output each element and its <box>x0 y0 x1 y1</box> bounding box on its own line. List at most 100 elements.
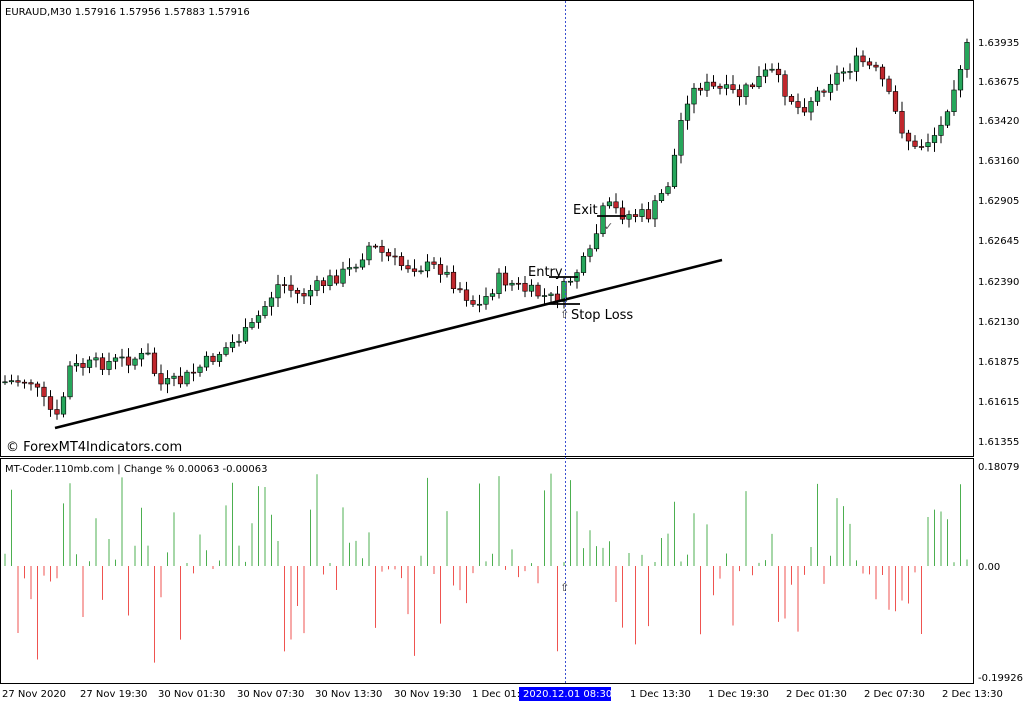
candle-body <box>723 84 730 89</box>
candle-body <box>262 306 268 316</box>
candle-body <box>223 347 229 355</box>
candle-body <box>782 74 788 97</box>
candle-body <box>372 245 379 248</box>
candle-body <box>860 55 866 63</box>
candle-body <box>197 366 203 373</box>
candle-body <box>801 107 808 113</box>
candle-body <box>138 352 145 360</box>
candle-body <box>756 75 762 88</box>
candle-body <box>710 81 717 87</box>
candle-body <box>613 201 619 209</box>
time-axis[interactable]: 27 Nov 2020 27 Nov 19:30 30 Nov 01:30 30… <box>2 687 1003 701</box>
candle-body <box>177 375 184 385</box>
time-label: 1 Dec 01:30 <box>472 689 533 700</box>
indicator-frame[interactable] <box>0 458 974 684</box>
candle-body <box>158 373 164 385</box>
stop-loss-arrow-icon: ⇧ <box>560 308 569 321</box>
candle-body <box>697 87 704 91</box>
indicator-scale-label: -0.19926 <box>978 673 1023 684</box>
candle-body <box>229 342 236 348</box>
candle-body <box>216 354 223 362</box>
candle-body <box>749 84 756 88</box>
candle-body <box>567 280 574 283</box>
candle-body <box>437 264 444 275</box>
indicator-scale[interactable]: 0.18079 0.00 -0.19926 <box>978 462 1023 684</box>
price-label: 1.62390 <box>978 277 1019 288</box>
candle-body <box>600 205 606 235</box>
time-label: 30 Nov 13:30 <box>315 689 382 700</box>
candle-body <box>275 284 281 299</box>
candle-body <box>398 256 405 266</box>
candle-body <box>684 103 691 121</box>
candle-body <box>145 352 151 355</box>
candle-body <box>704 81 710 91</box>
candle-body <box>327 275 333 286</box>
candle-body <box>80 363 86 368</box>
candle-body <box>411 268 418 272</box>
candle-body <box>769 68 775 71</box>
price-scale[interactable]: 1.63935 1.63675 1.63420 1.63160 1.62905 … <box>978 38 1019 448</box>
trend-line[interactable] <box>54 258 723 430</box>
candle-body <box>619 207 626 220</box>
candle-body <box>528 284 535 292</box>
candle-body <box>827 83 834 93</box>
candle-body <box>892 91 899 112</box>
candlestick-series <box>2 38 970 420</box>
cursor-time-badge <box>519 687 611 701</box>
candle-body <box>866 61 873 66</box>
price-label: 1.63675 <box>978 77 1019 88</box>
candle-body <box>691 87 697 105</box>
candle-body <box>470 300 476 305</box>
price-label: 1.61615 <box>978 397 1019 408</box>
candle-body <box>795 101 801 108</box>
candle-body <box>606 201 613 207</box>
candle-body <box>210 355 216 362</box>
candle-body <box>41 386 47 397</box>
candle-body <box>379 245 385 253</box>
symbol-header: EURAUD,M30 1.57916 1.57956 1.57883 1.579… <box>5 7 250 18</box>
main-chart-frame[interactable] <box>0 0 974 457</box>
candle-body <box>125 356 132 366</box>
candle-body <box>476 303 483 306</box>
candle-body <box>847 71 853 73</box>
candle-body <box>743 84 749 98</box>
price-label: 1.63935 <box>978 38 1019 49</box>
price-label: 1.61875 <box>978 357 1019 368</box>
time-label: 2 Dec 01:30 <box>786 689 847 700</box>
candle-body <box>190 371 197 374</box>
candle-body <box>925 142 931 148</box>
candle-body <box>281 284 288 286</box>
candle-body <box>431 261 437 265</box>
candle-body <box>775 68 782 76</box>
candle-body <box>2 381 8 384</box>
candle-body <box>151 352 158 374</box>
candle-body <box>964 42 970 70</box>
candle-body <box>340 268 346 284</box>
indicator-arrow-icon: ⇧ <box>560 581 569 594</box>
time-label: 27 Nov 19:30 <box>80 689 147 700</box>
time-label: 2 Dec 13:30 <box>942 689 1003 700</box>
candle-body <box>509 282 515 286</box>
change-histogram <box>4 473 968 663</box>
candle-body <box>957 69 964 91</box>
candle-body <box>28 382 34 385</box>
candle-body <box>873 64 879 68</box>
candle-body <box>346 267 353 270</box>
candle-body <box>314 280 320 291</box>
candle-body <box>424 261 431 272</box>
candle-body <box>47 396 54 410</box>
price-label: 1.62130 <box>978 317 1019 328</box>
candle-body <box>359 259 366 268</box>
candle-body <box>496 272 502 294</box>
candle-body <box>821 90 827 93</box>
candle-body <box>67 365 73 398</box>
candle-body <box>255 315 262 323</box>
candle-body <box>450 271 457 289</box>
exit-check-icon: ✓ <box>604 220 613 233</box>
candle-body <box>73 363 80 367</box>
candle-body <box>515 282 522 285</box>
candle-body <box>886 78 892 92</box>
candle-body <box>418 270 424 273</box>
candle-body <box>834 72 840 85</box>
